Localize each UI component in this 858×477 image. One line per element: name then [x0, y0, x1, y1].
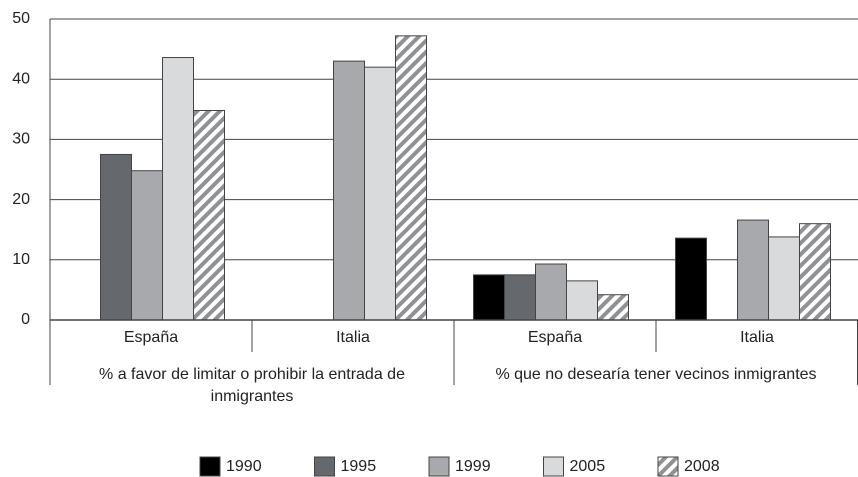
y-tick-label: 30: [12, 131, 30, 148]
legend-label: 1995: [341, 458, 377, 475]
bar: [535, 263, 567, 321]
x-tick-label: España: [528, 329, 582, 346]
x-tick-label: Italia: [740, 329, 774, 346]
bar: [100, 153, 132, 321]
bar: [193, 110, 225, 321]
bar: [504, 274, 536, 321]
y-tick-label: 50: [12, 10, 30, 27]
bar: [395, 35, 427, 321]
x-tick-label: España: [124, 329, 178, 346]
y-tick-label: 0: [21, 311, 30, 328]
legend-swatch: [543, 456, 564, 477]
legend-swatch: [314, 456, 335, 477]
bar: [799, 223, 831, 321]
bar: [333, 60, 365, 321]
bar: [737, 219, 769, 321]
bar: [597, 294, 629, 321]
y-tick-label: 40: [12, 70, 30, 87]
bar: [162, 57, 194, 321]
group-label: % que no desearía tener vecinos inmigran…: [495, 366, 817, 383]
legend-label: 2008: [684, 458, 720, 475]
legend-label: 1999: [455, 458, 491, 475]
x-tick-label: Italia: [336, 329, 370, 346]
legend-swatch: [657, 456, 679, 477]
y-tick-label: 10: [12, 251, 30, 268]
bar: [566, 280, 598, 321]
legend-swatch: [199, 456, 221, 477]
bar: [473, 274, 505, 321]
group-label: % a favor de limitar o prohibir la entra…: [99, 366, 405, 405]
bar: [364, 66, 396, 321]
bar: [131, 170, 163, 321]
legend-label: 1990: [226, 458, 262, 475]
bar: [768, 236, 800, 321]
legend-label: 2005: [570, 458, 606, 475]
bar: [675, 237, 707, 321]
y-tick-label: 20: [12, 191, 30, 208]
legend-swatch: [428, 456, 450, 477]
